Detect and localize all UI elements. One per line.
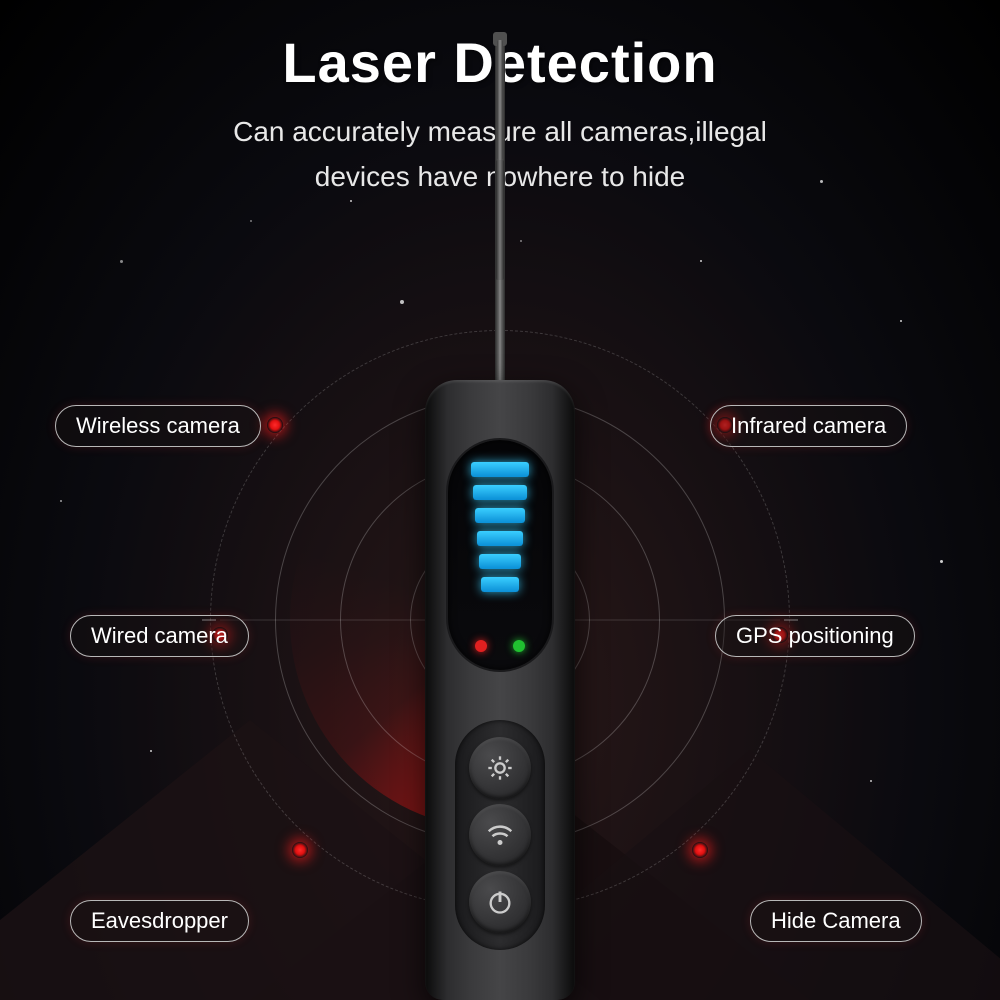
feature-pill: Wired camera bbox=[70, 615, 249, 657]
indicator-dots bbox=[448, 640, 552, 652]
wifi-icon bbox=[485, 820, 515, 850]
signal-bar bbox=[481, 577, 519, 592]
wifi-button[interactable] bbox=[469, 804, 531, 866]
radar-blip bbox=[692, 842, 708, 858]
device-screen bbox=[448, 440, 552, 670]
star bbox=[700, 260, 702, 262]
star bbox=[940, 560, 943, 563]
indicator-dot-red bbox=[475, 640, 487, 652]
star bbox=[520, 240, 522, 242]
brightness-icon bbox=[486, 754, 514, 782]
device-antenna bbox=[497, 40, 503, 160]
indicator-dot-green bbox=[513, 640, 525, 652]
signal-bar bbox=[473, 485, 527, 500]
star bbox=[60, 500, 62, 502]
feature-pill: Eavesdropper bbox=[70, 900, 249, 942]
star bbox=[120, 260, 123, 263]
feature-pill: Hide Camera bbox=[750, 900, 922, 942]
feature-pill: Infrared camera bbox=[710, 405, 907, 447]
signal-bar bbox=[475, 508, 525, 523]
feature-pill: GPS positioning bbox=[715, 615, 915, 657]
radar-blip bbox=[292, 842, 308, 858]
device-body bbox=[425, 380, 575, 1000]
star bbox=[870, 780, 872, 782]
device-antenna bbox=[496, 160, 504, 280]
detector-device bbox=[425, 380, 575, 1000]
star bbox=[250, 220, 252, 222]
power-icon bbox=[486, 888, 514, 916]
star bbox=[350, 200, 352, 202]
star bbox=[900, 320, 902, 322]
device-button-panel bbox=[455, 720, 545, 950]
star bbox=[150, 750, 152, 752]
signal-bar bbox=[479, 554, 521, 569]
brightness-button[interactable] bbox=[469, 737, 531, 799]
signal-bar bbox=[477, 531, 523, 546]
feature-pill: Wireless camera bbox=[55, 405, 261, 447]
power-button[interactable] bbox=[469, 871, 531, 933]
radar-blip bbox=[267, 417, 283, 433]
star bbox=[400, 300, 404, 304]
signal-bar bbox=[471, 462, 529, 477]
